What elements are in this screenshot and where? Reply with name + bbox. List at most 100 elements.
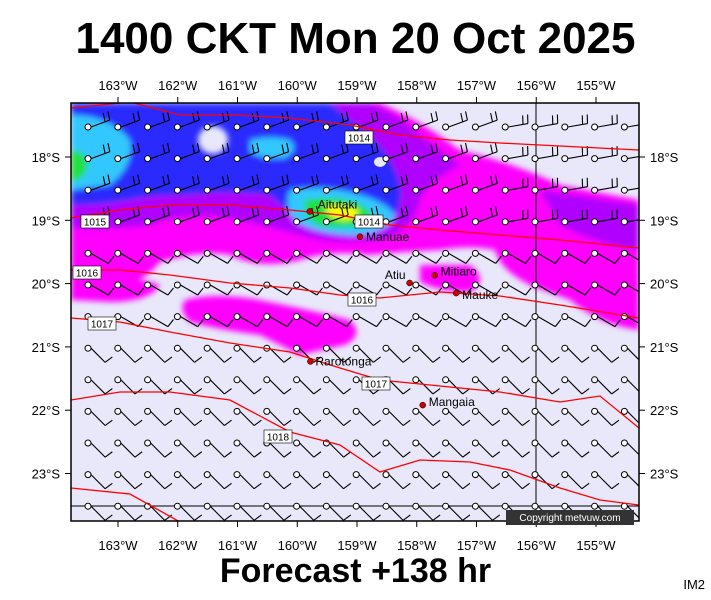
wind-barb	[114, 111, 141, 131]
wind-barb	[561, 344, 590, 363]
wind-barb	[203, 502, 232, 521]
wind-barb	[233, 502, 262, 521]
wind-barb	[322, 281, 353, 296]
wind-barb	[233, 206, 260, 226]
town-marker	[452, 289, 460, 297]
wind-barb	[173, 281, 204, 296]
wind-barb	[173, 376, 203, 395]
town-marker	[356, 233, 364, 241]
wind-barb	[442, 471, 471, 490]
wind-barb	[561, 439, 590, 458]
wind-barb	[531, 146, 559, 163]
wind-barb	[620, 439, 639, 456]
wind-barb	[412, 142, 439, 163]
wind-barb	[114, 142, 141, 163]
isobar-label-box	[263, 429, 293, 444]
wind-barb	[203, 174, 230, 194]
wind-barb	[501, 376, 530, 395]
wind-barb	[442, 439, 471, 458]
lon-label: 158°W	[397, 538, 437, 553]
lat-label: 20°S	[650, 277, 679, 292]
lon-label: 156°W	[517, 538, 557, 553]
wind-barb	[322, 376, 352, 395]
wind-barb	[442, 111, 468, 131]
wind-barb	[442, 502, 471, 521]
wind-barb	[620, 281, 639, 293]
wind-barb	[561, 376, 590, 395]
isobar-labels: 1014 1015 1016 1016 1017 1017 1018 1014	[72, 130, 391, 444]
wind-barb	[620, 471, 639, 487]
wind-barb	[591, 177, 618, 194]
isobar-label: 1017	[365, 380, 388, 391]
wind-barb	[263, 313, 294, 328]
wind-barb	[233, 471, 262, 490]
lon-label: 159°W	[337, 538, 377, 553]
wind-barb	[144, 439, 173, 458]
wind-barb	[531, 439, 560, 458]
wind-barb	[84, 111, 111, 131]
wind-barb	[591, 439, 620, 458]
wind-barb	[382, 111, 409, 131]
isobar-label-box	[354, 214, 384, 229]
wind-barb	[173, 111, 200, 131]
wind-barb	[263, 502, 292, 521]
wind-barb	[442, 142, 468, 163]
wind-barb	[501, 177, 529, 194]
isobar-label: 1017	[91, 320, 114, 331]
wind-barb	[203, 471, 232, 490]
wind-barb	[114, 439, 143, 458]
wind-barb	[322, 313, 353, 328]
wind-barb	[471, 206, 498, 226]
wind-barb	[84, 142, 111, 163]
wind-barb	[144, 471, 173, 490]
lat-label: 22°S	[650, 403, 679, 418]
isobar-label-box	[87, 316, 117, 331]
wind-barb	[144, 281, 174, 296]
wind-barb	[352, 407, 381, 426]
wind-barb	[442, 174, 468, 194]
wind-barb	[471, 281, 502, 296]
isobar-label: 1016	[76, 269, 99, 280]
wind-barb	[84, 376, 113, 395]
wind-barb	[173, 313, 204, 328]
wind-barb	[203, 206, 230, 226]
isobar-line	[71, 487, 180, 521]
wind-barb	[84, 407, 113, 426]
wind-barb	[591, 407, 620, 426]
wind-barb	[322, 174, 349, 194]
wind-barb	[233, 249, 264, 264]
wind-barb	[471, 502, 501, 521]
wind-barb	[382, 471, 411, 490]
wind-barb	[471, 142, 498, 163]
wind-barb	[412, 502, 441, 521]
wind-barb	[382, 174, 409, 194]
wind-barb	[263, 376, 292, 395]
isobar-label-box	[344, 130, 374, 145]
wind-barb	[173, 344, 203, 363]
wind-barb	[591, 146, 618, 163]
isobar-label: 1014	[358, 218, 381, 229]
town-label: Atiu	[385, 268, 406, 282]
town-label: Rarotonga	[315, 354, 371, 368]
wind-barb	[84, 439, 113, 458]
wind-barb	[471, 407, 501, 426]
wind-barb	[591, 471, 620, 490]
image-id-label: IM2	[683, 577, 705, 592]
lat-label: 21°S	[32, 340, 61, 355]
wind-barb	[471, 344, 501, 363]
wind-barb	[173, 249, 204, 264]
town-marker	[419, 401, 426, 409]
wind-barb	[412, 407, 441, 426]
wind-barb	[352, 439, 381, 458]
wind-barb	[322, 344, 352, 363]
wind-barb	[412, 439, 441, 458]
wind-barb	[322, 142, 349, 163]
wind-barb	[233, 344, 262, 363]
town-marker	[307, 358, 314, 365]
wind-barb	[412, 313, 443, 328]
wind-barb	[203, 439, 232, 458]
wind-barb	[352, 502, 381, 521]
wind-barb	[591, 376, 620, 395]
wind-barb	[352, 142, 379, 163]
wind-barb	[173, 502, 203, 521]
